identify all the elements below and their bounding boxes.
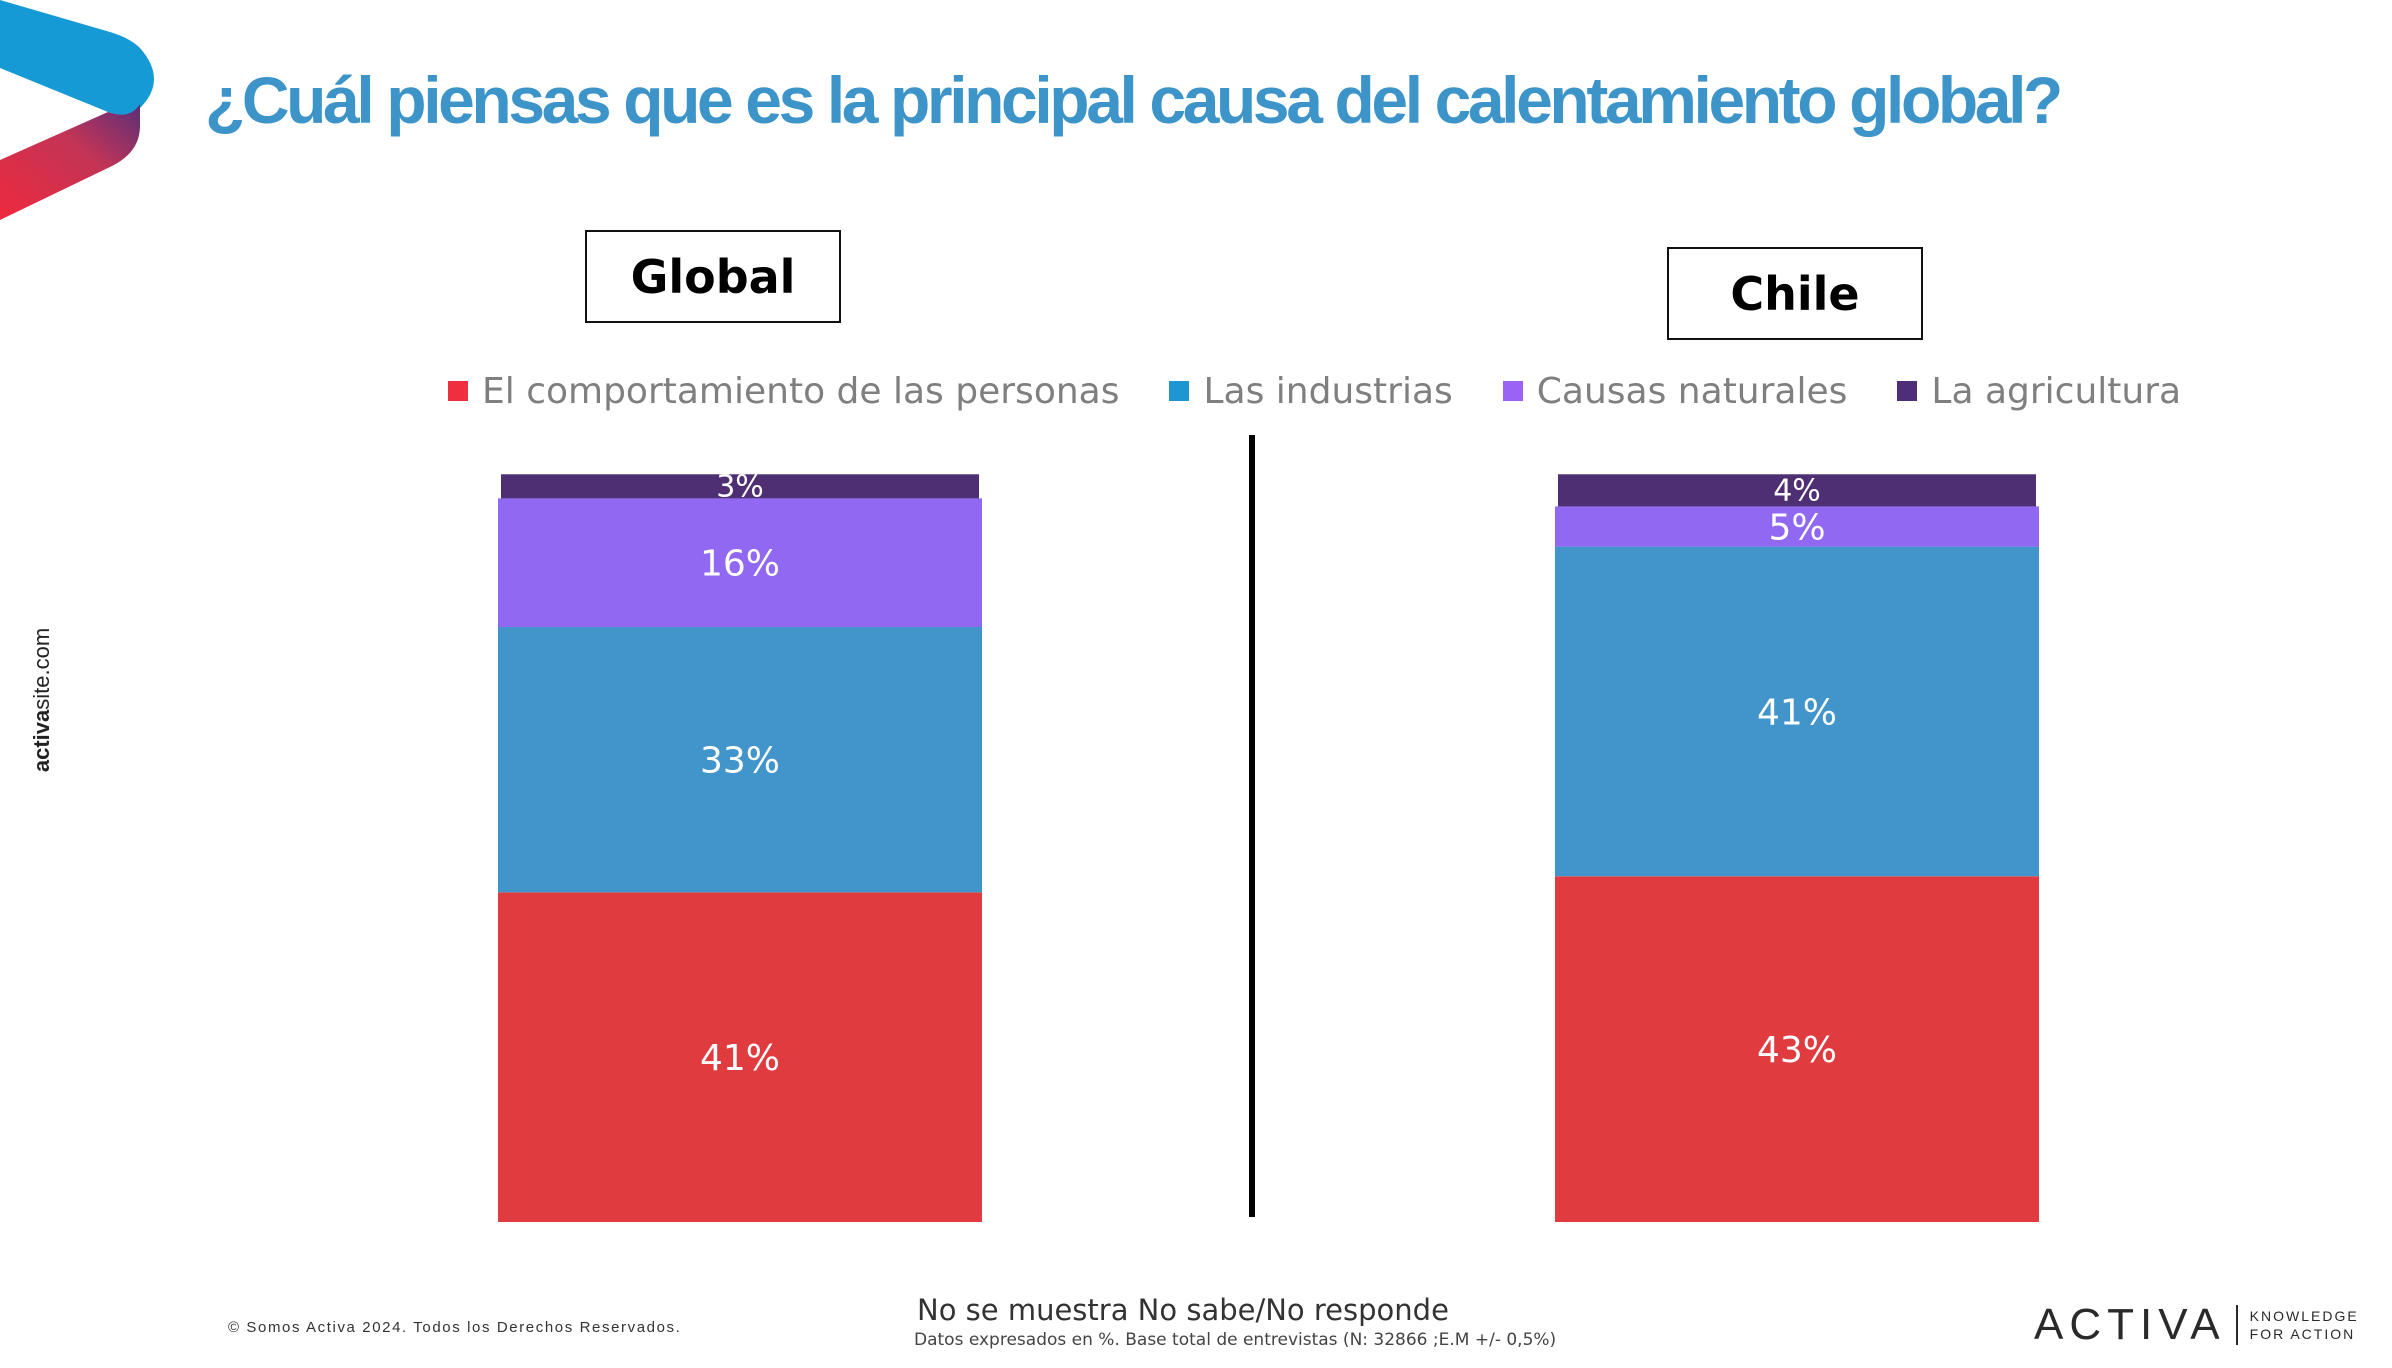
- bar-chile-agricultura: [1558, 474, 2036, 507]
- activa-brand-logo: ACTIVA KNOWLEDGE FOR ACTION: [2034, 1300, 2360, 1350]
- data-label-global-industrias: 33%: [700, 741, 780, 782]
- legend-swatch-personas: [448, 381, 468, 401]
- bar-global-naturales: [498, 498, 982, 628]
- chart-legend: El comportamiento de las personas Las in…: [448, 366, 2231, 416]
- bar-chile-industrias: [1555, 546, 2039, 877]
- legend-label-personas: El comportamiento de las personas: [482, 370, 1120, 412]
- legend-swatch-agricultura: [1897, 381, 1918, 401]
- data-label-chile-industrias: 41%: [1757, 692, 1837, 733]
- data-label-global-naturales: 16%: [700, 544, 780, 585]
- data-label-global-personas: 41%: [700, 1038, 780, 1079]
- brand-tagline-1: KNOWLEDGE: [2249, 1308, 2359, 1324]
- legend-label-industrias: Las industrias: [1203, 370, 1453, 412]
- bar-global-agricultura: [501, 474, 979, 499]
- legend-swatch-naturales: [1502, 381, 1523, 401]
- copyright-text: © Somos Activa 2024. Todos los Derechos …: [228, 1319, 682, 1336]
- group-label-chile: Chile: [1667, 247, 1923, 340]
- group-label-global: Global: [585, 230, 841, 323]
- page-title: ¿Cuál piensas que es la principal causa …: [205, 63, 2063, 137]
- legend-label-naturales: Causas naturales: [1536, 370, 1848, 412]
- legend-item-industrias: Las industrias: [1169, 370, 1453, 412]
- legend-item-personas: El comportamiento de las personas: [448, 371, 1119, 412]
- bar-global-industrias: [498, 627, 982, 893]
- activa-ribbon-logo: [0, 0, 154, 220]
- brand-separator: [2235, 1305, 2238, 1345]
- bar-global-personas: [498, 892, 982, 1222]
- bar-chile-naturales: [1555, 506, 2039, 547]
- legend-item-naturales: Causas naturales: [1502, 370, 1848, 412]
- brand-tagline-2: FOR ACTION: [2249, 1326, 2356, 1342]
- footnote-main: No se muestra No sabe/No responde: [917, 1293, 1449, 1327]
- brand-name: ACTIVA: [2034, 1300, 2226, 1349]
- legend-swatch-industrias: [1169, 381, 1190, 401]
- data-label-global-agricultura: 3%: [716, 469, 764, 504]
- bar-chile-personas: [1555, 876, 2039, 1222]
- data-label-chile-agricultura: 4%: [1773, 473, 1821, 508]
- brand-tagline: KNOWLEDGE FOR ACTION: [2250, 1307, 2360, 1343]
- footnote-sub: Datos expresados en %. Base total de ent…: [914, 1330, 1557, 1350]
- data-label-chile-naturales: 5%: [1768, 508, 1825, 549]
- legend-label-agricultura: La agricultura: [1931, 370, 2182, 412]
- legend-item-agricultura: La agricultura: [1897, 371, 2181, 412]
- data-label-chile-personas: 43%: [1757, 1030, 1837, 1071]
- chart-divider: [1249, 435, 1255, 1217]
